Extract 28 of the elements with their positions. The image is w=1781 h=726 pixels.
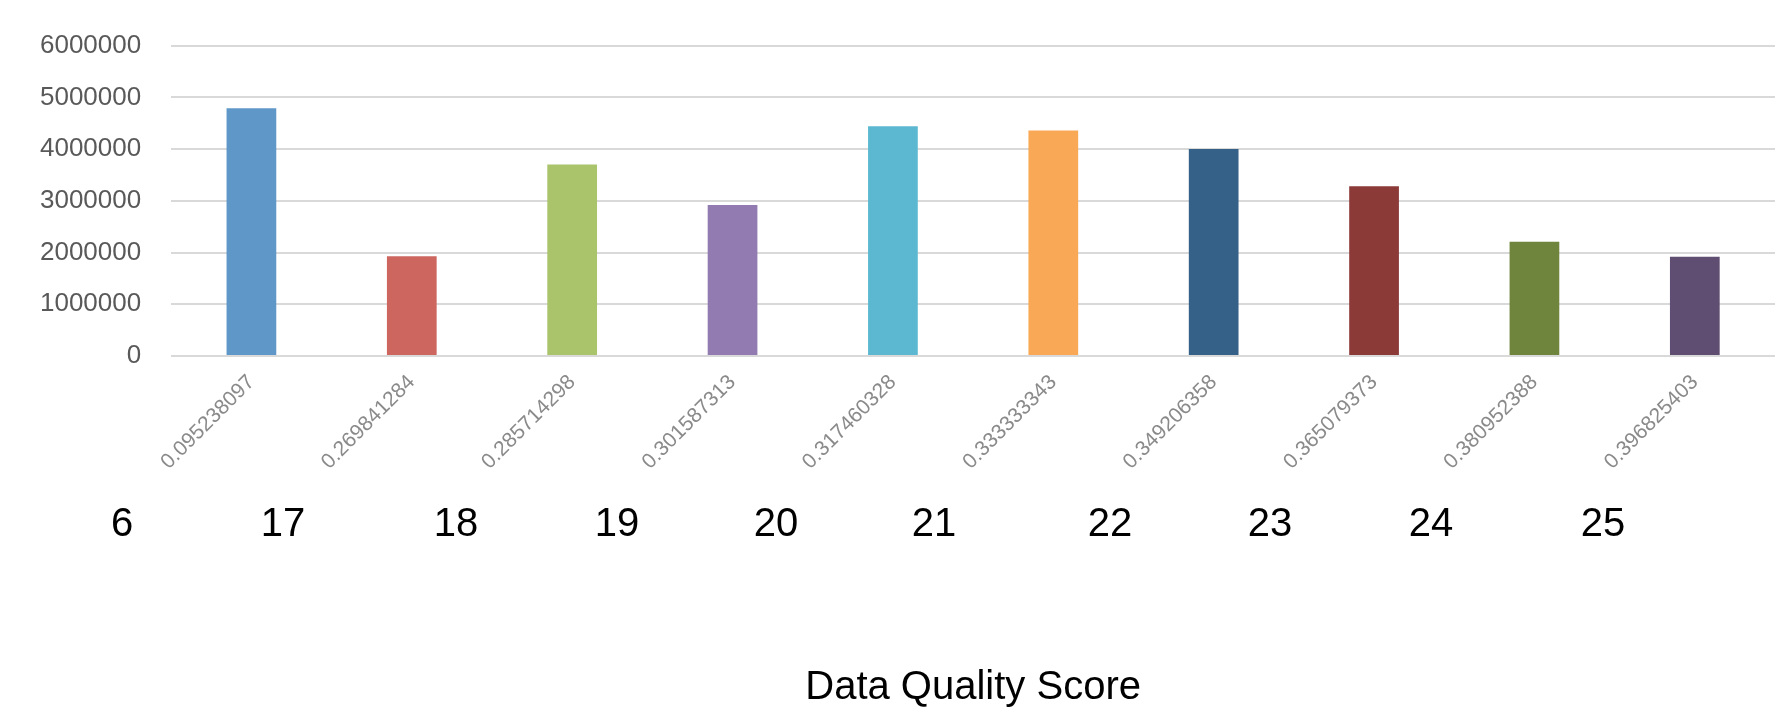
y-tick-label: 5000000: [39, 80, 142, 111]
text: 18: [433, 499, 479, 546]
y-tick-label: 3000000: [39, 183, 142, 214]
bar: [707, 204, 758, 355]
text: 22: [1087, 499, 1133, 546]
bar: [547, 164, 598, 355]
text: 6: [110, 499, 134, 546]
bar: [1509, 241, 1560, 355]
bar: [1669, 256, 1720, 355]
y-tick-label: 1000000: [39, 287, 142, 318]
y-tick-label: 4000000: [39, 132, 142, 163]
text: 23: [1247, 499, 1293, 546]
y-tick-label: 6000000: [39, 28, 142, 59]
bar: [226, 108, 277, 355]
y-tick-label: 2000000: [39, 235, 142, 266]
bar: [1349, 186, 1399, 355]
text: 17: [260, 499, 306, 546]
text: 20: [753, 499, 799, 546]
text: 25: [1580, 499, 1626, 546]
x-axis-title: Data Quality Score: [805, 663, 1141, 708]
y-tick-label: 0: [126, 339, 142, 370]
bar: [1188, 149, 1239, 355]
bar: [386, 256, 437, 355]
bar: [1028, 130, 1079, 355]
text: 21: [911, 499, 957, 546]
text: 19: [594, 499, 640, 546]
text: 24: [1408, 499, 1454, 546]
bar: [868, 126, 918, 355]
